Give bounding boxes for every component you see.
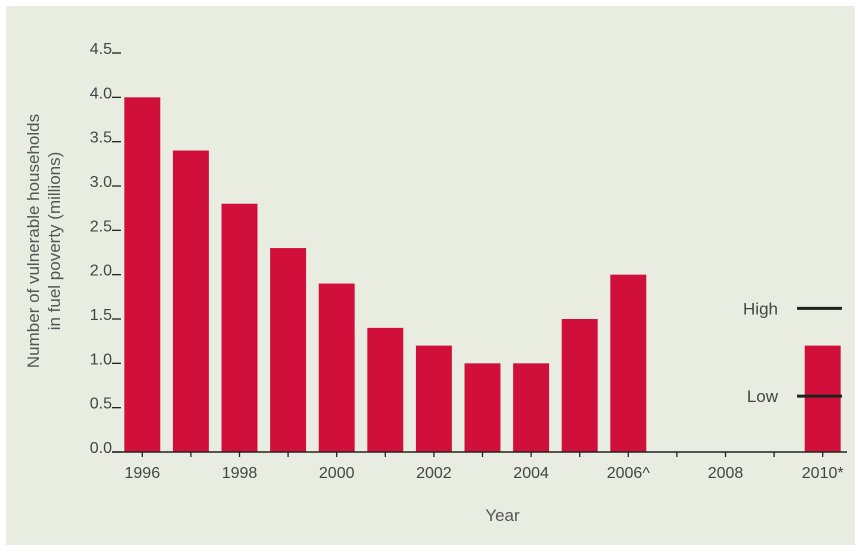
x-tick-label: 1996 xyxy=(125,465,161,482)
annotation-label-low: Low xyxy=(747,387,779,406)
chart-panel: 0.0 0.5 1.0 1.5 2.0 2.5 3.0 3.5 4.0 4.5 1996 1998 2… xyxy=(6,6,855,545)
bar-chart: 0.0 0.5 1.0 1.5 2.0 2.5 3.0 3.5 4.0 4.5 1996 1998 2… xyxy=(24,41,847,525)
y-tick-label: 1.5 xyxy=(90,307,112,324)
annotation-label-high: High xyxy=(743,299,778,318)
y-tick-label: 4.0 xyxy=(90,85,112,102)
x-axis-title: Year xyxy=(485,506,520,525)
y-tick-label: 2.0 xyxy=(90,263,112,280)
bar-2004 xyxy=(513,363,550,452)
x-tick-label: 2004 xyxy=(513,465,549,482)
y-tick-label: 4.5 xyxy=(90,41,112,58)
y-tick-label: 3.0 xyxy=(90,174,112,191)
y-tick-label: 3.5 xyxy=(90,130,112,147)
bar-1999 xyxy=(270,248,307,452)
bar-2006 xyxy=(610,274,647,452)
bar-1998 xyxy=(221,203,258,452)
x-axis-ticks: 1996 1998 2000 2002 2004 2006^ 2008 2010* xyxy=(125,452,844,482)
bar-2005 xyxy=(561,319,598,452)
bar-2000 xyxy=(318,283,355,452)
y-axis-title: Number of vulnerable households in fuel … xyxy=(24,114,64,368)
x-tick-label: 2008 xyxy=(708,465,744,482)
y-tick-label: 2.5 xyxy=(90,218,112,235)
x-tick-label: 2006^ xyxy=(607,465,651,482)
bar-2002 xyxy=(415,345,452,452)
bar-2003 xyxy=(464,363,501,452)
bar-2010 xyxy=(804,345,841,452)
x-tick-label: 2000 xyxy=(319,465,355,482)
bars xyxy=(124,97,841,453)
bar-2001 xyxy=(367,327,404,452)
annotations: High Low xyxy=(743,299,842,406)
bar-1997 xyxy=(172,150,209,453)
y-tick-label: 1.0 xyxy=(90,351,112,368)
bar-1996 xyxy=(124,97,161,452)
y-tick-label: 0.5 xyxy=(90,396,112,413)
y-tick-label: 0.0 xyxy=(90,440,112,457)
x-tick-label: 1998 xyxy=(222,465,258,482)
y-axis-title-line2: in fuel poverty (millions) xyxy=(45,152,64,331)
y-axis-ticks: 0.0 0.5 1.0 1.5 2.0 2.5 3.0 3.5 4.0 4.5 xyxy=(90,41,121,457)
y-axis-title-line1: Number of vulnerable households xyxy=(24,114,43,368)
x-tick-label: 2010* xyxy=(802,465,844,482)
x-tick-label: 2002 xyxy=(416,465,452,482)
